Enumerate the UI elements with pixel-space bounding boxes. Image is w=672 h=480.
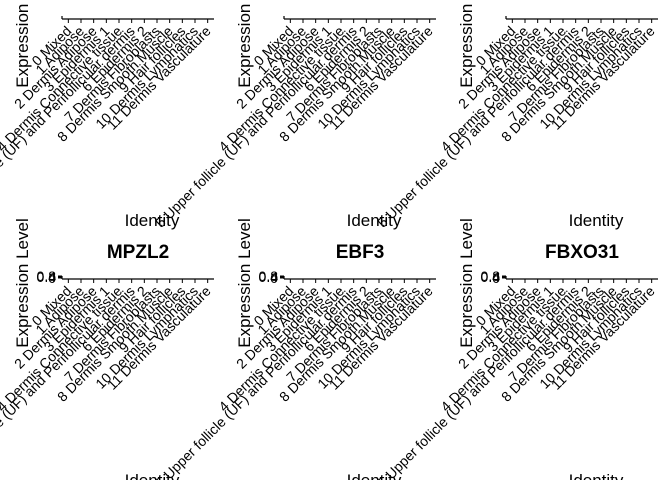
y-tick-label: 0 — [492, 270, 500, 286]
x-axis-label: Identity — [347, 211, 402, 230]
y-tick-label: 0 — [48, 270, 56, 286]
panel-title: MPZL2 — [107, 242, 169, 263]
y-axis-label: Expression Level — [457, 218, 476, 347]
y-axis-label: Expression Level — [235, 0, 254, 88]
y-axis-label: Expression Level — [457, 0, 476, 88]
panel-title: FBXO31 — [545, 242, 619, 263]
y-tick-label: 0.8 — [481, 268, 501, 284]
panel-title: EBF3 — [336, 242, 385, 263]
x-axis-label: Identity — [125, 211, 180, 230]
x-axis-label: Identity — [347, 471, 402, 480]
y-tick-label: 0.8 — [37, 268, 57, 284]
y-tick-label: 0.4 — [37, 269, 57, 285]
y-axis-label: Expression Level — [235, 218, 254, 347]
x-axis-label: Identity — [569, 211, 624, 230]
y-tick-label: 0 — [270, 270, 278, 286]
y-axis-label: Expression Level — [13, 218, 32, 347]
y-tick-label: 0.4 — [481, 269, 501, 285]
x-axis-label: Identity — [569, 471, 624, 480]
y-tick-label: 0.8 — [259, 268, 279, 284]
y-tick-label: 0.4 — [259, 269, 279, 285]
y-axis-label: Expression Level — [13, 0, 32, 88]
x-axis-label: Identity — [125, 471, 180, 480]
